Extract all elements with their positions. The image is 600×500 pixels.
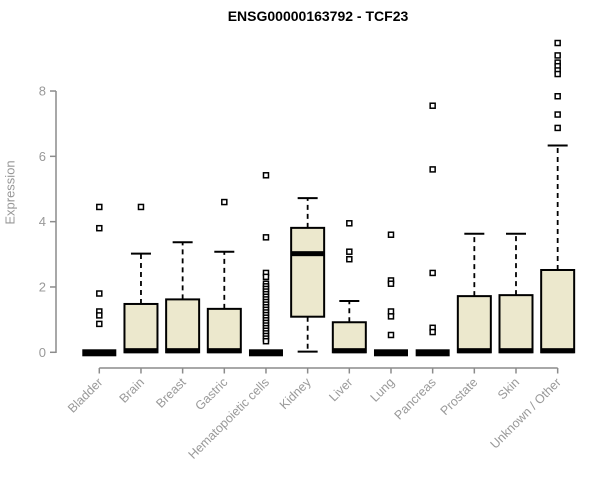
x-tick-label-skin: Skin: [495, 375, 522, 402]
y-tick-label: 2: [39, 279, 46, 294]
outlier-point: [387, 280, 395, 287]
box-prostate: [456, 232, 492, 354]
box-body: [123, 302, 159, 354]
box-unknown-other: [540, 39, 576, 354]
median-line: [166, 348, 200, 354]
box-liver: [331, 220, 367, 354]
box-body: [290, 226, 326, 318]
median-line: [541, 348, 575, 354]
chart-title: ENSG00000163792 - TCF23: [227, 8, 409, 24]
outlier-point: [221, 198, 228, 206]
x-tick-label-hematopoietic-cells: Hematopoietic cells: [186, 375, 273, 462]
outlier-point: [387, 231, 395, 238]
median-line: [373, 349, 408, 357]
x-tick-label-lung: Lung: [368, 375, 398, 405]
outlier-point: [429, 269, 436, 277]
outlier-point: [96, 290, 103, 297]
x-tick-label-kidney: Kidney: [277, 375, 314, 412]
median-line: [415, 349, 450, 357]
outlier-point: [554, 124, 561, 132]
y-axis: 0 2 4 6 8: [39, 84, 57, 360]
box-body: [498, 294, 534, 354]
outlier-point: [554, 39, 561, 47]
box-skin: [498, 232, 534, 354]
outlier-point: [346, 255, 353, 263]
outlier-point: [96, 224, 103, 232]
median-line: [291, 251, 325, 257]
outlier-point: [429, 328, 436, 336]
outlier-point: [429, 166, 436, 173]
outlier-point: [554, 52, 561, 59]
outlier-point: [96, 320, 103, 328]
outlier-point: [262, 172, 270, 179]
x-tick-label-unknown-other: Unknown / Other: [488, 375, 564, 451]
outlier-point: [137, 203, 145, 211]
box-body: [206, 307, 242, 354]
outlier-point: [262, 273, 270, 281]
outlier-point: [554, 111, 561, 118]
box-body: [331, 321, 367, 354]
outlier-point: [262, 234, 270, 241]
median-line: [332, 348, 366, 354]
outlier-point: [387, 331, 395, 339]
median-line: [248, 349, 283, 357]
median-line: [82, 349, 117, 357]
outlier-point: [96, 203, 103, 211]
x-tick-label-prostate: Prostate: [438, 375, 481, 418]
outlier-point: [554, 70, 561, 78]
box-body: [165, 298, 201, 354]
box-kidney: [290, 197, 326, 353]
y-tick-label: 8: [39, 84, 46, 99]
outlier-point: [262, 337, 270, 345]
x-tick-label-pancreas: Pancreas: [392, 375, 439, 422]
y-tick-label: 4: [39, 214, 46, 229]
box-body: [540, 268, 576, 354]
box-bladder: [82, 203, 117, 357]
x-tick-label-bladder: Bladder: [65, 375, 105, 415]
median-line: [207, 348, 241, 354]
outlier-point: [429, 102, 436, 109]
y-tick-label: 6: [39, 149, 46, 164]
x-tick-label-brain: Brain: [117, 375, 148, 406]
box-brain: [123, 203, 159, 354]
box-pancreas: [415, 102, 450, 357]
outlier-point: [346, 220, 353, 227]
box-body: [456, 295, 492, 354]
median-line: [124, 348, 158, 354]
box-breast: [165, 241, 201, 354]
x-tick-label-gastric: Gastric: [193, 375, 231, 413]
box-gastric: [206, 198, 242, 354]
outlier-point: [387, 313, 395, 320]
box-hematopoietic-cells: [248, 172, 283, 357]
outlier-point: [554, 92, 561, 100]
median-line: [457, 348, 491, 354]
outlier-point: [96, 312, 103, 319]
median-line: [499, 348, 533, 354]
x-tick-label-liver: Liver: [326, 375, 355, 404]
x-tick-label-breast: Breast: [153, 375, 189, 411]
outlier-point: [346, 248, 353, 255]
box-lung: [373, 231, 408, 357]
y-tick-label: 0: [39, 345, 46, 360]
